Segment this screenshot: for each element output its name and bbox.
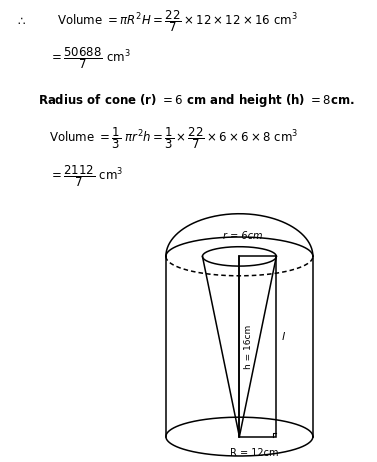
Text: Volume $= \pi R^2H = \dfrac{22}{7} \times 12 \times 12 \times 16\ \mathrm{cm}^3$: Volume $= \pi R^2H = \dfrac{22}{7} \time… bbox=[57, 8, 297, 34]
Text: l: l bbox=[282, 332, 285, 342]
Text: Radius of cone (r) $= 6$ cm and height (h) $= 8$cm.: Radius of cone (r) $= 6$ cm and height (… bbox=[38, 92, 354, 109]
Text: $\therefore$: $\therefore$ bbox=[15, 14, 26, 27]
Text: h = 16cm: h = 16cm bbox=[244, 324, 253, 369]
Text: Volume $= \dfrac{1}{3}\ \pi r^2 h = \dfrac{1}{3} \times \dfrac{22}{7} \times 6 \: Volume $= \dfrac{1}{3}\ \pi r^2 h = \dfr… bbox=[49, 126, 299, 152]
Bar bbox=[239, 256, 276, 437]
Text: R = 12cm: R = 12cm bbox=[230, 448, 279, 458]
Text: $= \dfrac{2112}{7}\ \mathrm{cm}^3$: $= \dfrac{2112}{7}\ \mathrm{cm}^3$ bbox=[49, 164, 123, 189]
Text: r = 6cm: r = 6cm bbox=[224, 231, 263, 241]
Text: $= \dfrac{50688}{7}\ \mathrm{cm}^3$: $= \dfrac{50688}{7}\ \mathrm{cm}^3$ bbox=[49, 45, 131, 71]
